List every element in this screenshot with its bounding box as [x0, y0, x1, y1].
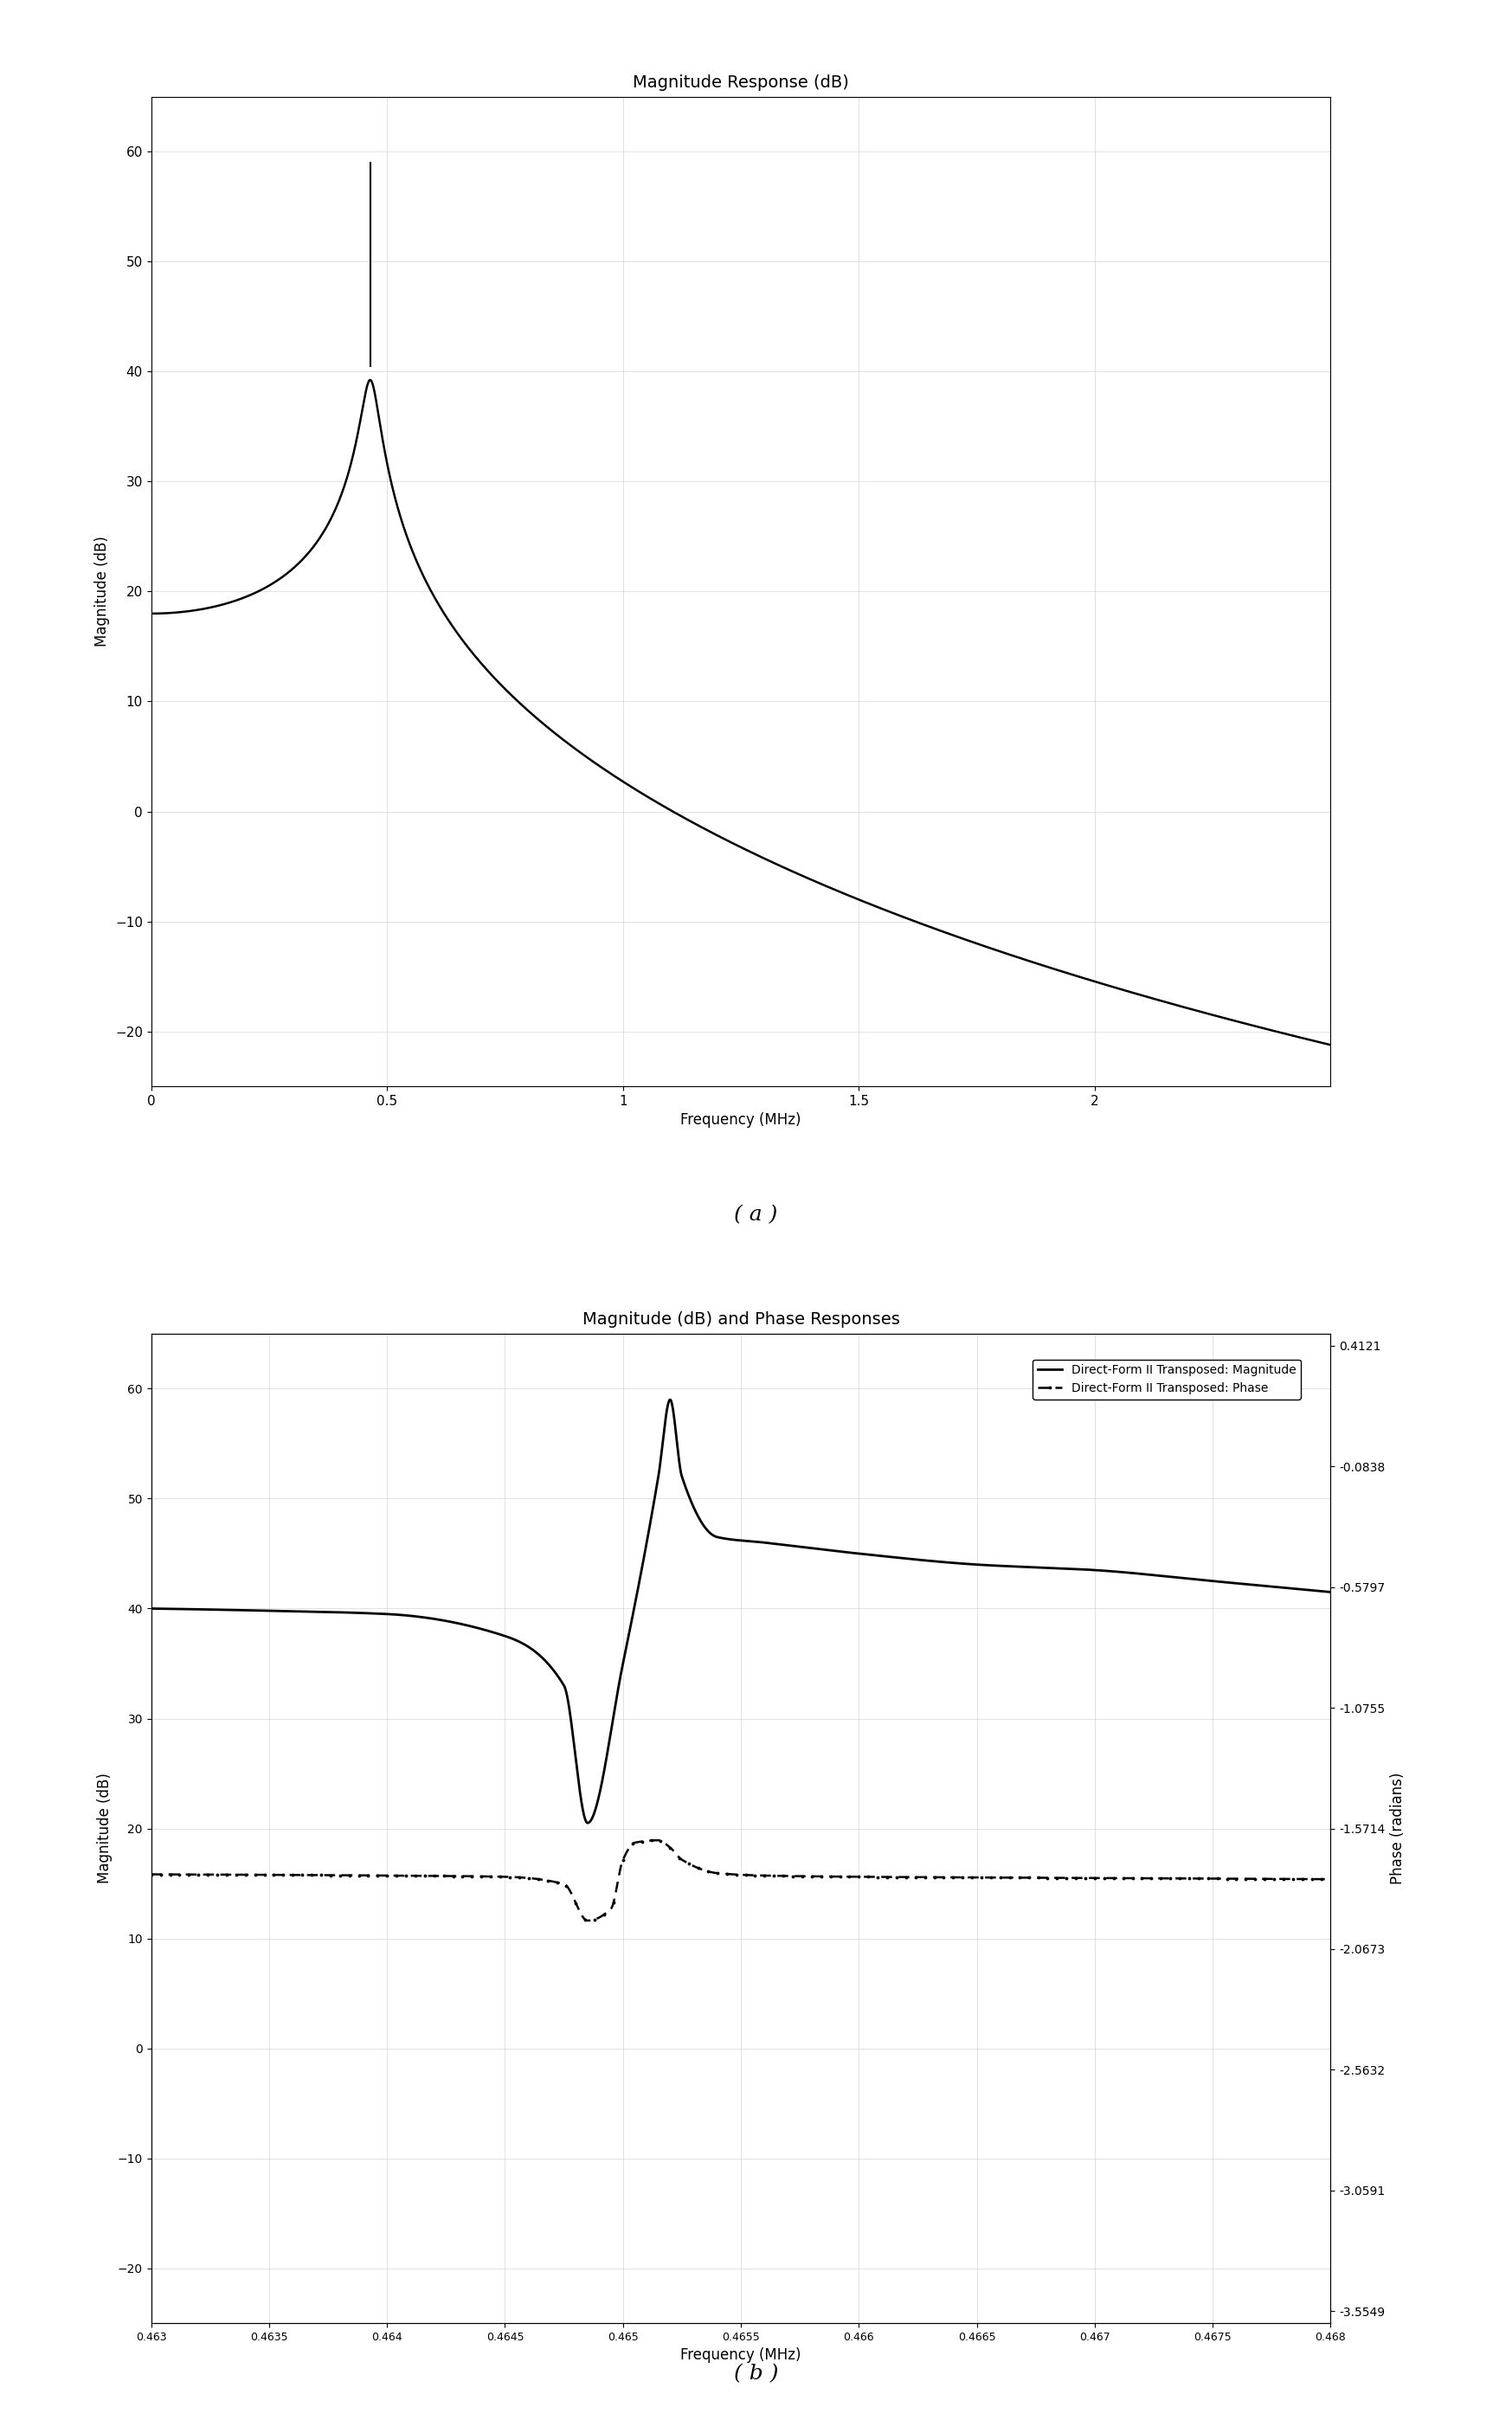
Title: Magnitude (dB) and Phase Responses: Magnitude (dB) and Phase Responses — [582, 1312, 900, 1329]
Y-axis label: Phase (radians): Phase (radians) — [1390, 1771, 1406, 1885]
Direct-Form II Transposed: Phase: (0.463, -1.76): Phase: (0.463, -1.76) — [191, 1861, 209, 1890]
Line: Direct-Form II Transposed: Magnitude: Direct-Form II Transposed: Magnitude — [151, 1399, 1331, 1822]
Line: Direct-Form II Transposed: Phase: Direct-Form II Transposed: Phase — [150, 1839, 1332, 1921]
Text: ( a ): ( a ) — [735, 1205, 777, 1225]
Direct-Form II Transposed: Magnitude: (0.465, 20.5): Magnitude: (0.465, 20.5) — [579, 1808, 597, 1837]
Direct-Form II Transposed: Phase: (0.463, -1.76): Phase: (0.463, -1.76) — [142, 1861, 160, 1890]
X-axis label: Frequency (MHz): Frequency (MHz) — [680, 1113, 801, 1128]
Direct-Form II Transposed: Phase: (0.463, -1.76): Phase: (0.463, -1.76) — [148, 1861, 166, 1890]
Y-axis label: Magnitude (dB): Magnitude (dB) — [95, 537, 110, 646]
Direct-Form II Transposed: Phase: (0.465, -1.95): Phase: (0.465, -1.95) — [579, 1907, 597, 1936]
X-axis label: Frequency (MHz): Frequency (MHz) — [680, 2347, 801, 2364]
Direct-Form II Transposed: Phase: (0.463, -1.76): Phase: (0.463, -1.76) — [213, 1861, 231, 1890]
Direct-Form II Transposed: Magnitude: (0.463, 40): Magnitude: (0.463, 40) — [142, 1595, 160, 1624]
Direct-Form II Transposed: Phase: (0.465, -1.62): Phase: (0.465, -1.62) — [649, 1825, 667, 1854]
Direct-Form II Transposed: Magnitude: (0.465, 59): Magnitude: (0.465, 59) — [661, 1384, 679, 1413]
Direct-Form II Transposed: Magnitude: (0.463, 39.9): Magnitude: (0.463, 39.9) — [213, 1595, 231, 1624]
Text: ( b ): ( b ) — [733, 2364, 779, 2384]
Direct-Form II Transposed: Magnitude: (0.465, 46.3): Magnitude: (0.465, 46.3) — [718, 1525, 736, 1554]
Direct-Form II Transposed: Phase: (0.468, -1.78): Phase: (0.468, -1.78) — [1321, 1866, 1340, 1895]
Direct-Form II Transposed: Phase: (0.468, -1.78): Phase: (0.468, -1.78) — [1259, 1863, 1278, 1892]
Direct-Form II Transposed: Magnitude: (0.468, 42): Magnitude: (0.468, 42) — [1259, 1571, 1278, 1600]
Y-axis label: Magnitude (dB): Magnitude (dB) — [97, 1774, 113, 1883]
Direct-Form II Transposed: Magnitude: (0.468, 41.5): Magnitude: (0.468, 41.5) — [1321, 1578, 1340, 1607]
Title: Magnitude Response (dB): Magnitude Response (dB) — [632, 75, 850, 90]
Direct-Form II Transposed: Phase: (0.465, -1.76): Phase: (0.465, -1.76) — [718, 1859, 736, 1888]
Direct-Form II Transposed: Magnitude: (0.463, 39.9): Magnitude: (0.463, 39.9) — [191, 1595, 209, 1624]
Legend: Direct-Form II Transposed: Magnitude, Direct-Form II Transposed: Phase: Direct-Form II Transposed: Magnitude, Di… — [1033, 1360, 1300, 1399]
Direct-Form II Transposed: Magnitude: (0.463, 40): Magnitude: (0.463, 40) — [148, 1595, 166, 1624]
Direct-Form II Transposed: Magnitude: (0.464, 39.5): Magnitude: (0.464, 39.5) — [373, 1600, 392, 1629]
Direct-Form II Transposed: Phase: (0.464, -1.76): Phase: (0.464, -1.76) — [373, 1861, 392, 1890]
